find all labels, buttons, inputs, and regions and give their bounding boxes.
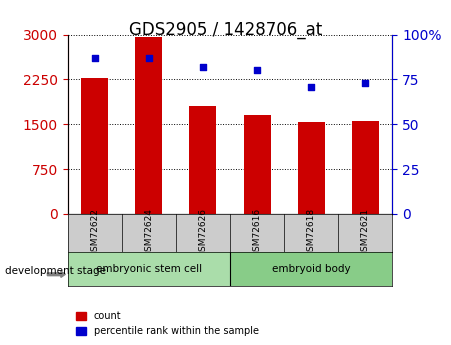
Point [308, 84, 315, 89]
Bar [68, 252, 230, 286]
Bar [244, 115, 271, 214]
Bar [135, 38, 162, 214]
Point [199, 64, 207, 70]
Text: GSM72621: GSM72621 [361, 208, 370, 257]
Point [145, 55, 152, 61]
Point [362, 80, 369, 86]
Bar [352, 121, 379, 214]
Bar [230, 252, 392, 286]
Bar [189, 106, 216, 214]
Text: development stage: development stage [5, 266, 106, 276]
Bar [298, 122, 325, 214]
Text: GSM72618: GSM72618 [307, 208, 316, 257]
Text: GSM72626: GSM72626 [198, 208, 207, 257]
Text: GSM72622: GSM72622 [90, 208, 99, 257]
Bar [81, 78, 108, 214]
Text: GDS2905 / 1428706_at: GDS2905 / 1428706_at [129, 21, 322, 39]
Legend: count, percentile rank within the sample: count, percentile rank within the sample [73, 307, 263, 340]
Text: GSM72616: GSM72616 [253, 208, 262, 257]
Text: GSM72624: GSM72624 [144, 208, 153, 257]
Point [253, 68, 261, 73]
Text: embryonic stem cell: embryonic stem cell [96, 264, 202, 274]
Text: embryoid body: embryoid body [272, 264, 350, 274]
Point [91, 55, 98, 61]
